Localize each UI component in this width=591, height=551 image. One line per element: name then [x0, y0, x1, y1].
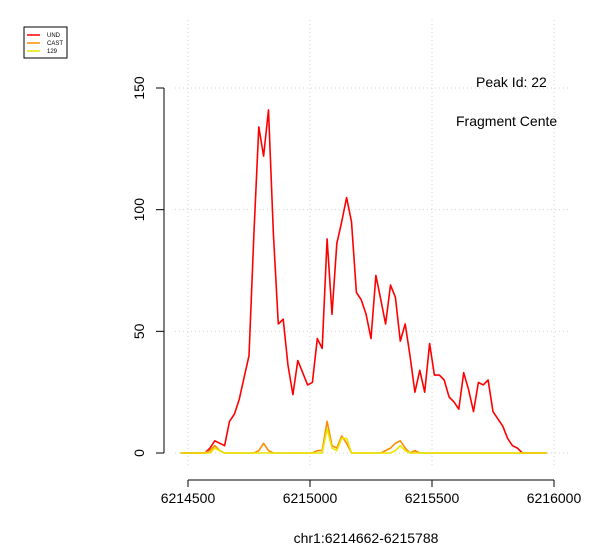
series-lines: [180, 109, 547, 454]
x-tick-label: 6214500: [161, 490, 216, 506]
x-tick-label: 6215000: [283, 490, 338, 506]
legend-label-129: 129: [47, 49, 58, 55]
peak-id-annotation: Peak Id: 22: [476, 74, 547, 90]
y-tick-label: 100: [131, 198, 147, 222]
x-tick-label: 6215500: [405, 490, 460, 506]
series-line-und: [180, 109, 547, 454]
y-tick-label: 150: [131, 76, 147, 100]
legend-label-cast: CAST: [47, 41, 63, 47]
y-tick-label: 50: [131, 323, 147, 339]
legend: UND CAST 129: [23, 26, 68, 59]
series-line-cast: [180, 420, 547, 454]
x-axis-label: chr1:6214662-6215788: [294, 530, 439, 546]
fragment-center-annotation: Fragment Cente: [456, 113, 557, 129]
x-tick-label: 6216000: [527, 490, 582, 506]
y-tick-label: 0: [131, 449, 147, 457]
axes: 0 50 100 150 6214500 6215000 6215500 6216000: [131, 76, 581, 506]
series-line-129: [180, 427, 547, 454]
legend-label-und: UND: [47, 33, 61, 39]
